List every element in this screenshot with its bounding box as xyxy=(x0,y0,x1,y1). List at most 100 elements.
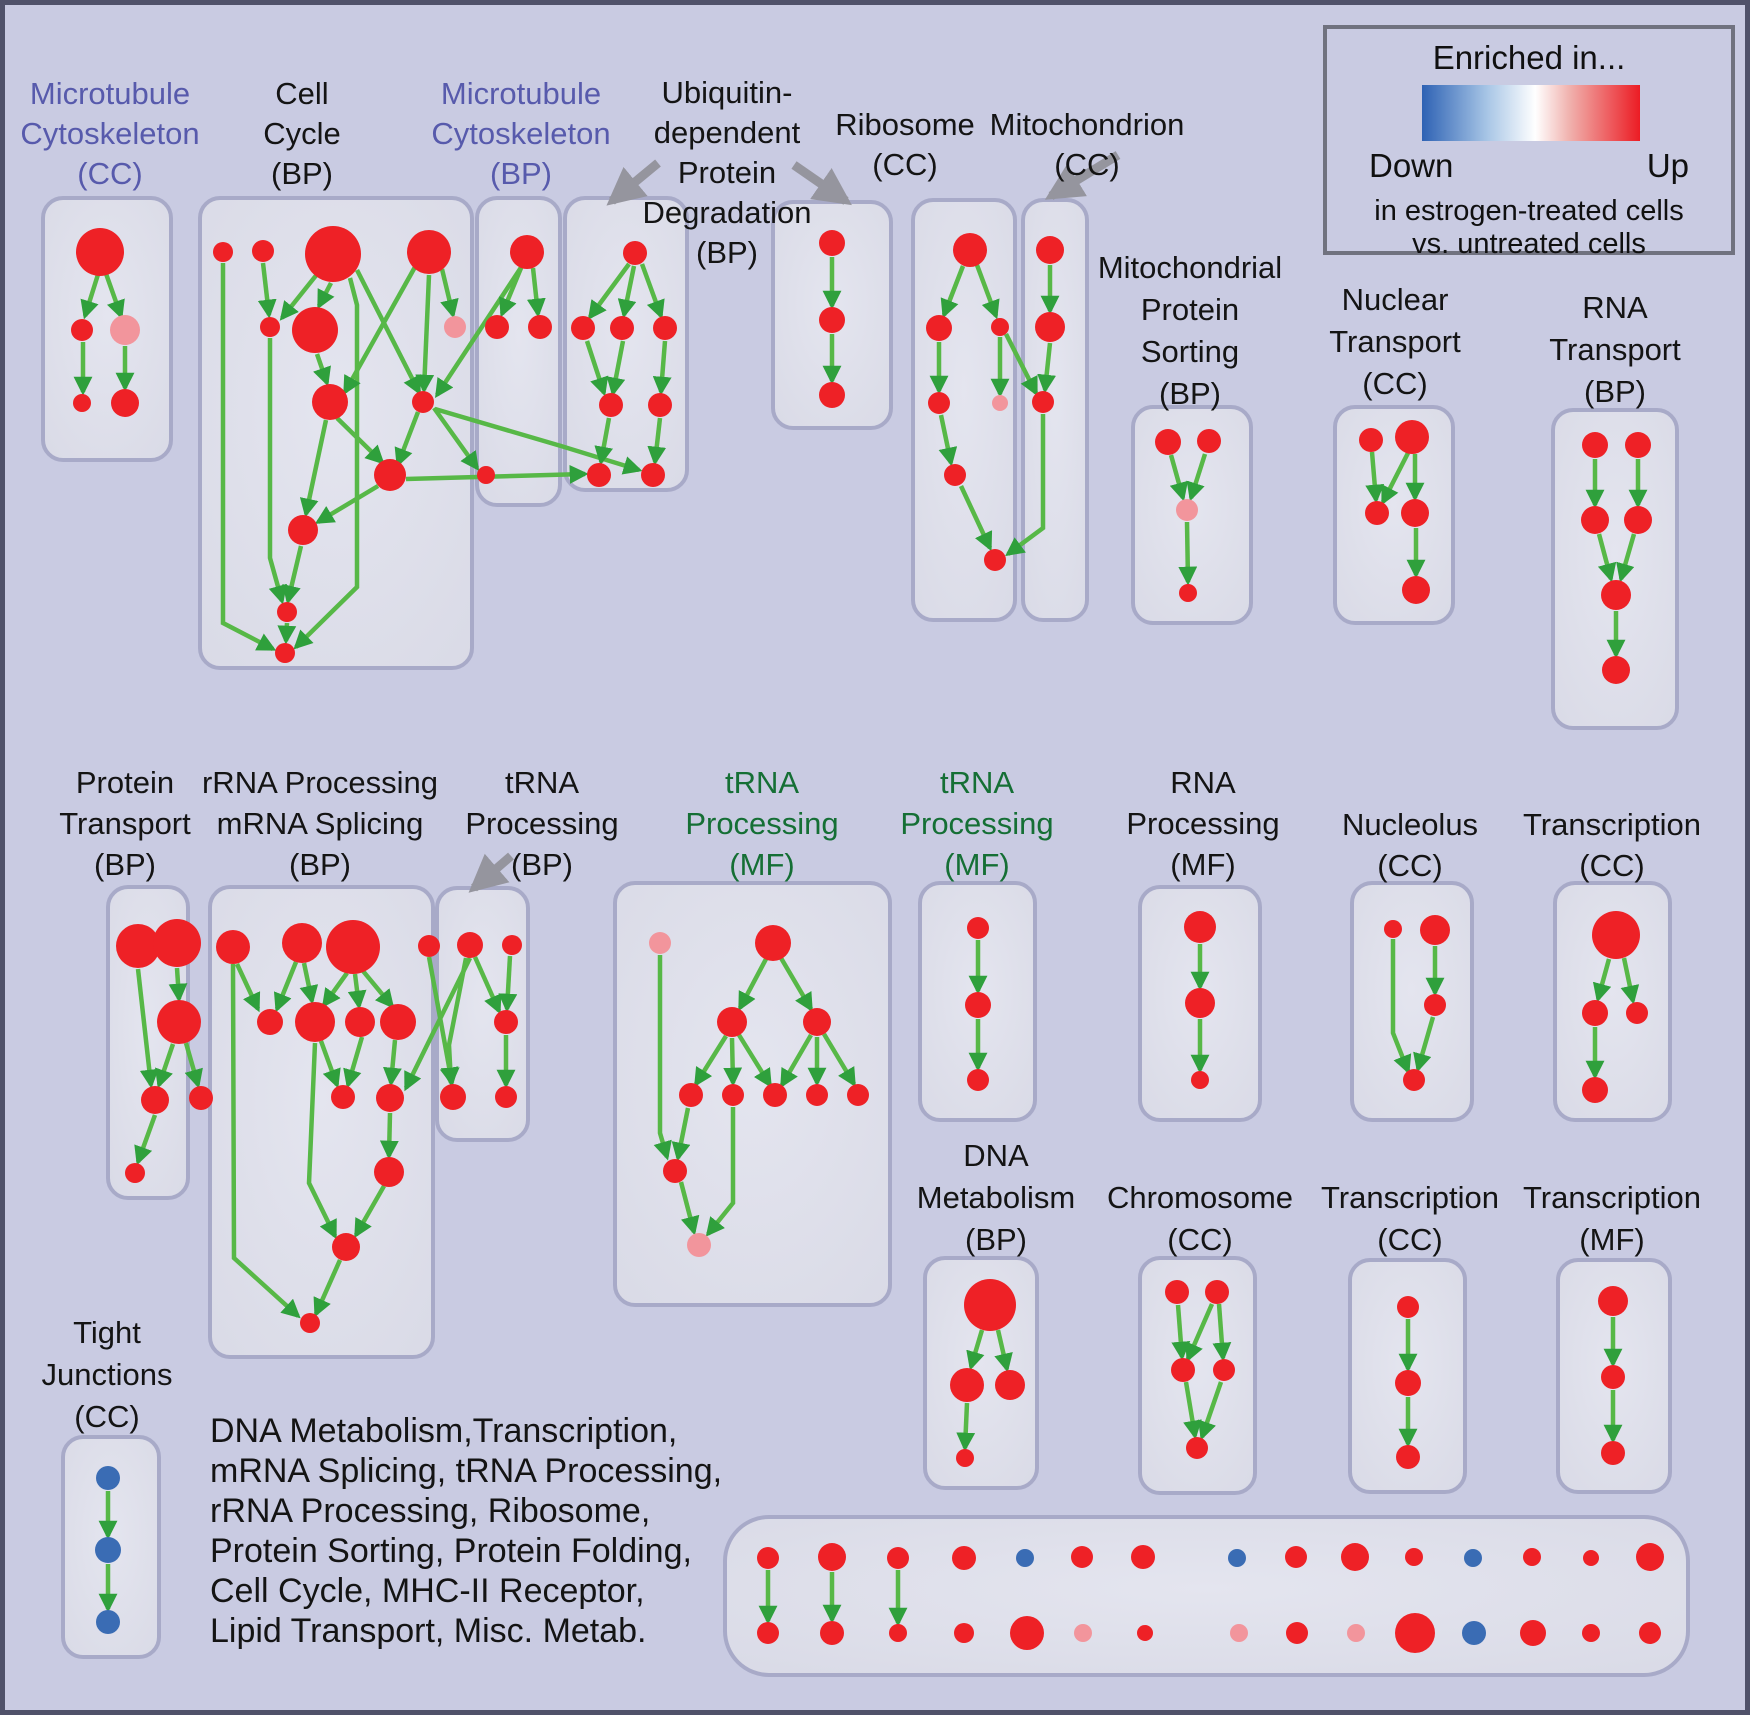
go-node xyxy=(157,1000,201,1044)
edge-arrow xyxy=(606,340,626,397)
edge-arrow xyxy=(267,338,287,605)
edge-arrow xyxy=(432,406,480,471)
go-node xyxy=(1523,1548,1541,1566)
edge-arrow xyxy=(354,1184,386,1239)
edge-arrow xyxy=(594,417,614,466)
edge-arrow xyxy=(299,962,319,1005)
go-node xyxy=(1036,236,1064,264)
edge-arrow xyxy=(318,1040,341,1089)
go-node xyxy=(763,1083,787,1107)
go-node xyxy=(1396,1445,1420,1469)
go-node xyxy=(1071,1546,1093,1568)
edge-arrow xyxy=(1186,453,1208,502)
go-node xyxy=(610,316,634,340)
go-node xyxy=(213,242,233,262)
go-node xyxy=(1131,1545,1155,1569)
go-node xyxy=(757,1547,779,1569)
go-node xyxy=(326,920,380,974)
edge-arrow xyxy=(273,961,299,1013)
go-node xyxy=(1035,312,1065,342)
go-node xyxy=(1185,988,1215,1018)
go-node xyxy=(111,389,139,417)
edge-arrow xyxy=(313,353,331,387)
go-node xyxy=(950,1368,984,1402)
go-node xyxy=(648,393,672,417)
caption-block: DNA Metabolism,Transcription, mRNA Splici… xyxy=(210,1412,722,1650)
go-node xyxy=(623,241,647,265)
go-node xyxy=(1403,1069,1425,1091)
cluster-label: Microtubule Cytoskeleton (CC) xyxy=(20,76,199,191)
go-node xyxy=(806,1084,828,1106)
go-node xyxy=(928,392,950,414)
edge-arrow xyxy=(1380,451,1411,506)
cluster-label: Ribosome (CC) xyxy=(835,107,975,182)
cluster-label: RNA Processing (MF) xyxy=(1126,765,1279,882)
edge-arrow xyxy=(293,277,360,650)
edge-arrow xyxy=(1183,1381,1202,1440)
edge-arrow xyxy=(313,1259,343,1318)
go-node xyxy=(1010,1616,1044,1650)
cluster-label: Ubiquitin-dependent Protein Degradation (BP… xyxy=(643,75,812,270)
edge-arrow xyxy=(435,264,524,399)
cluster-label: Protein Transport (BP) xyxy=(59,765,191,882)
go-node xyxy=(477,466,495,484)
edge-arrow xyxy=(1037,342,1057,394)
edge-arrow xyxy=(639,263,665,320)
go-node xyxy=(1032,391,1054,413)
go-node xyxy=(1230,1624,1248,1642)
go-node xyxy=(991,318,1009,336)
edge-arrow xyxy=(587,262,631,320)
go-node xyxy=(1582,432,1608,458)
go-node xyxy=(282,923,322,963)
edge-arrow xyxy=(498,955,518,1013)
edge-arrow xyxy=(738,957,768,1012)
edge-arrow xyxy=(80,267,103,320)
go-node xyxy=(1359,428,1383,452)
go-node xyxy=(1397,1296,1419,1318)
edge-arrow xyxy=(499,267,524,318)
edge-arrow xyxy=(723,1037,743,1087)
edge-arrow xyxy=(220,263,277,651)
cluster-label: Mitochondrion (CC) xyxy=(990,107,1185,182)
cluster-label: Transcription (CC) xyxy=(1321,1180,1499,1257)
edge-arrow xyxy=(405,464,589,484)
go-node xyxy=(312,384,348,420)
cluster-label: Transcription (MF) xyxy=(1523,1180,1701,1257)
edge-arrow xyxy=(306,1042,338,1240)
callout-arrow xyxy=(606,159,661,206)
go-node xyxy=(153,919,201,967)
edge-arrow xyxy=(1592,958,1612,1003)
edge-arrow xyxy=(1596,533,1617,583)
go-node xyxy=(71,319,93,341)
go-node xyxy=(1016,1549,1034,1567)
cluster-label: Tight Junctions (CC) xyxy=(42,1315,173,1434)
go-node xyxy=(76,228,124,276)
edge-arrow xyxy=(1171,1304,1191,1361)
legend-up-label: Up xyxy=(1646,147,1689,184)
go-node xyxy=(818,1543,846,1571)
edge-arrow xyxy=(956,1402,976,1452)
go-node xyxy=(717,1007,747,1037)
go-node xyxy=(1401,499,1429,527)
go-node xyxy=(1384,920,1402,938)
go-node xyxy=(1601,1441,1625,1465)
cluster-label: Chromosome (CC) xyxy=(1107,1180,1293,1257)
callout-arrow xyxy=(1044,151,1121,200)
go-node xyxy=(1462,1621,1486,1645)
edge-arrow xyxy=(779,956,813,1013)
go-node xyxy=(495,1086,517,1108)
edge-arrow xyxy=(652,340,672,396)
go-node xyxy=(1636,1543,1664,1571)
legend-subtitle-line2: vs. untreated cells xyxy=(1412,228,1646,260)
go-node xyxy=(641,463,665,487)
go-node xyxy=(722,1084,744,1106)
go-node xyxy=(967,917,989,939)
go-node xyxy=(288,515,318,545)
go-node xyxy=(295,1002,335,1042)
edge-arrow xyxy=(1185,1303,1215,1363)
edge-arrow xyxy=(694,1034,728,1088)
edge-arrow xyxy=(974,264,1000,320)
edge-arrow xyxy=(135,968,159,1089)
edge-arrow xyxy=(361,969,395,1009)
go-node xyxy=(528,315,552,339)
